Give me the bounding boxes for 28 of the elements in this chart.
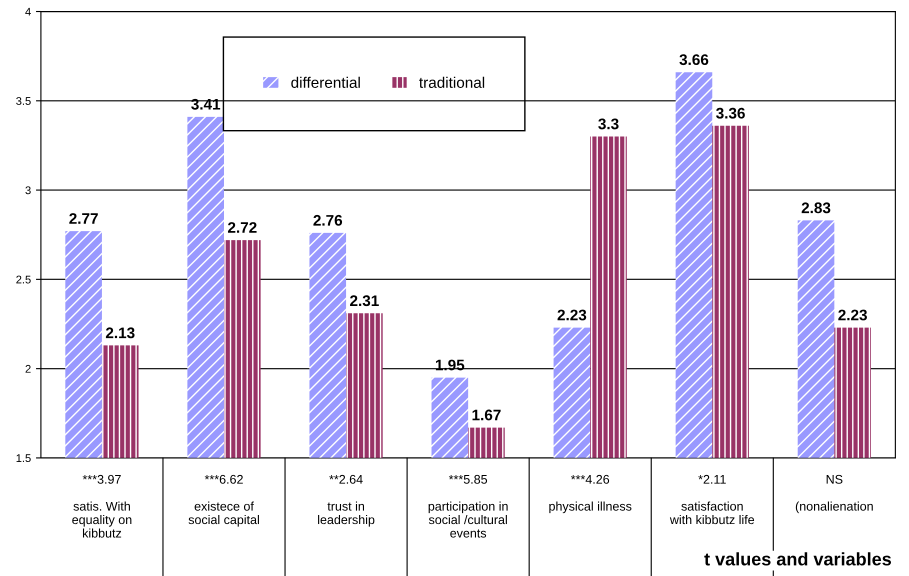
data-label: 3.36 <box>716 108 745 119</box>
text: t values and variables <box>704 552 892 566</box>
y-tick-label: 4 <box>25 8 31 16</box>
category-label: ***5.85 participation in social /cultural events <box>428 474 508 538</box>
data-label: 2.76 <box>313 214 342 226</box>
data-label: 2.83 <box>802 202 830 214</box>
category-label: ***3.97 satis. With equality on kibbutz <box>72 474 132 538</box>
y-tick-label: 3.5 <box>16 97 31 105</box>
y-tick-label: 1.5 <box>16 454 31 462</box>
data-label: 3.66 <box>679 54 708 66</box>
data-label: 2.23 <box>838 310 867 320</box>
legend-label: differential <box>291 76 360 88</box>
category-label: ***6.62 existece of social capital <box>188 474 259 527</box>
category-label: *2.11 satisfaction with kibbutz life <box>670 474 754 524</box>
legend-label: traditional <box>419 76 484 88</box>
data-label: 3.3 <box>598 118 619 130</box>
data-label: 2.13 <box>106 327 135 338</box>
y-tick-label: 2 <box>26 364 31 373</box>
data-label: 2.72 <box>228 222 257 233</box>
data-label: 2.77 <box>69 213 98 224</box>
data-label: 2.23 <box>558 310 586 320</box>
category-label: ***4.26 physical illness <box>549 474 632 514</box>
y-tick-label: 3 <box>25 186 31 194</box>
category-label: **2.64 trust in leadership <box>318 474 374 527</box>
data-label: 1.67 <box>472 410 501 420</box>
category-label: NS (nonalienation <box>796 474 873 514</box>
y-tick-label: 2.5 <box>16 276 31 284</box>
data-label: 2.31 <box>350 295 379 306</box>
